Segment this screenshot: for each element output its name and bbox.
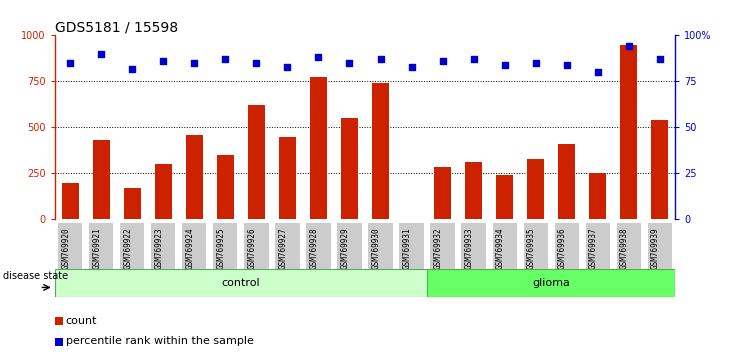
FancyBboxPatch shape	[120, 223, 145, 279]
Bar	[372, 83, 389, 219]
FancyBboxPatch shape	[399, 223, 423, 279]
Point	[374, 57, 386, 62]
Point	[406, 64, 418, 69]
Text: GSM769931: GSM769931	[402, 227, 412, 269]
Point	[126, 66, 138, 72]
Point	[158, 58, 169, 64]
Point	[282, 64, 293, 69]
Point	[220, 57, 231, 62]
FancyBboxPatch shape	[337, 223, 361, 279]
Bar	[651, 120, 668, 219]
Point	[96, 51, 107, 57]
Point	[344, 60, 356, 66]
Text: GSM769925: GSM769925	[216, 227, 226, 269]
FancyBboxPatch shape	[89, 223, 113, 279]
Point	[654, 57, 666, 62]
Bar	[248, 105, 265, 219]
Text: GSM769923: GSM769923	[154, 227, 164, 269]
Bar	[465, 162, 482, 219]
Text: GSM769921: GSM769921	[92, 227, 101, 269]
Bar	[186, 135, 203, 219]
Text: GSM769935: GSM769935	[526, 227, 536, 269]
Bar	[427, 269, 675, 297]
FancyBboxPatch shape	[213, 223, 237, 279]
Text: GSM769936: GSM769936	[558, 227, 566, 269]
Point	[592, 69, 604, 75]
Point	[188, 60, 200, 66]
FancyBboxPatch shape	[648, 223, 672, 279]
FancyBboxPatch shape	[493, 223, 517, 279]
Text: GDS5181 / 15598: GDS5181 / 15598	[55, 20, 178, 34]
FancyBboxPatch shape	[58, 223, 82, 279]
Point	[312, 55, 324, 60]
FancyBboxPatch shape	[555, 223, 579, 279]
FancyBboxPatch shape	[307, 223, 331, 279]
Point	[250, 60, 262, 66]
FancyBboxPatch shape	[245, 223, 269, 279]
Bar	[155, 164, 172, 219]
Point	[437, 58, 448, 64]
Bar	[341, 118, 358, 219]
FancyBboxPatch shape	[369, 223, 393, 279]
Bar	[496, 175, 513, 219]
Point	[468, 57, 480, 62]
FancyBboxPatch shape	[523, 223, 548, 279]
Point	[530, 60, 542, 66]
Text: disease state: disease state	[3, 271, 68, 281]
Text: GSM769937: GSM769937	[588, 227, 598, 269]
Bar	[620, 45, 637, 219]
Bar	[124, 188, 141, 219]
Text: GSM769924: GSM769924	[185, 227, 194, 269]
Text: GSM769928: GSM769928	[310, 227, 318, 269]
Bar	[403, 218, 420, 219]
FancyBboxPatch shape	[585, 223, 610, 279]
Bar	[589, 173, 606, 219]
Bar	[93, 140, 110, 219]
Text: glioma: glioma	[532, 278, 570, 288]
Bar	[55, 269, 427, 297]
Text: GSM769926: GSM769926	[247, 227, 256, 269]
Text: GSM769939: GSM769939	[650, 227, 660, 269]
Text: GSM769938: GSM769938	[620, 227, 629, 269]
Bar	[558, 144, 575, 219]
Text: GSM769932: GSM769932	[434, 227, 442, 269]
Text: GSM769933: GSM769933	[464, 227, 474, 269]
FancyBboxPatch shape	[151, 223, 175, 279]
Bar	[62, 183, 79, 219]
FancyBboxPatch shape	[275, 223, 299, 279]
Bar	[279, 137, 296, 219]
FancyBboxPatch shape	[617, 223, 641, 279]
Text: GSM769922: GSM769922	[123, 227, 132, 269]
Text: percentile rank within the sample: percentile rank within the sample	[66, 336, 253, 346]
Text: GSM769927: GSM769927	[278, 227, 288, 269]
Bar	[55, 338, 63, 346]
Text: GSM769929: GSM769929	[340, 227, 350, 269]
Text: control: control	[222, 278, 260, 288]
Text: GSM769930: GSM769930	[372, 227, 380, 269]
Bar	[217, 155, 234, 219]
Bar	[310, 77, 327, 219]
FancyBboxPatch shape	[431, 223, 455, 279]
Point	[561, 62, 572, 68]
Text: count: count	[66, 315, 97, 326]
Point	[623, 44, 634, 49]
Point	[64, 60, 76, 66]
Bar	[434, 167, 451, 219]
FancyBboxPatch shape	[182, 223, 207, 279]
Bar	[527, 159, 544, 219]
Text: GSM769934: GSM769934	[496, 227, 504, 269]
Text: GSM769920: GSM769920	[61, 227, 70, 269]
Bar	[55, 317, 63, 325]
FancyBboxPatch shape	[461, 223, 485, 279]
Point	[499, 62, 510, 68]
